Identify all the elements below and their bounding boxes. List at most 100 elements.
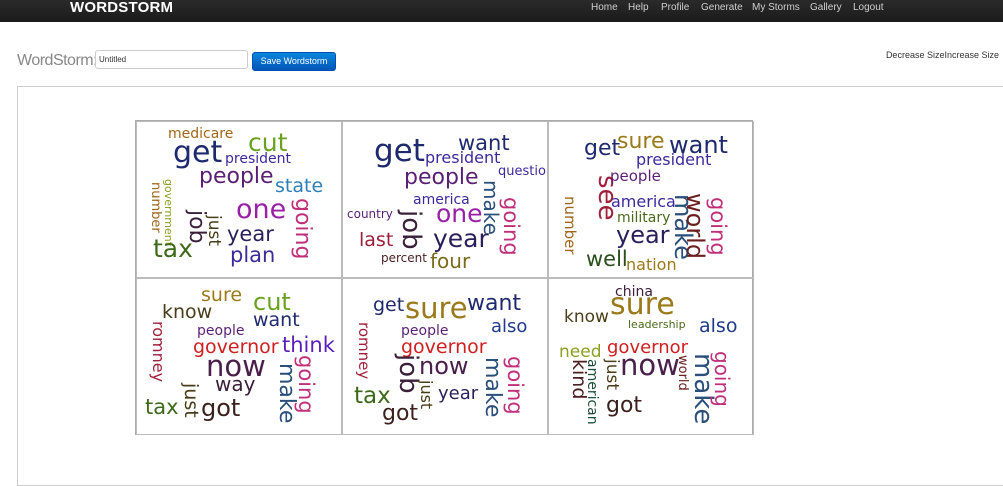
word-just: just <box>602 359 622 391</box>
word-sure: sure <box>610 287 675 322</box>
storm-cell[interactable]: sure cut know want romney people governor think… <box>136 278 342 435</box>
save-wordstorm-button[interactable]: Save Wordstorm <box>252 52 336 71</box>
word-get: get <box>374 133 425 169</box>
word-year: year <box>438 383 479 404</box>
nav-generate[interactable]: Generate <box>701 2 743 13</box>
word-governor: governor <box>401 336 487 358</box>
word-president: president <box>425 148 501 167</box>
word-nation: nation <box>626 255 677 274</box>
word-just: just <box>417 380 436 410</box>
word-country: country <box>347 207 393 221</box>
word-want: want <box>253 309 300 331</box>
word-know: know <box>162 301 213 323</box>
word-four: four <box>430 249 471 273</box>
word-governor: governor <box>193 336 279 358</box>
word-medicare: medicare <box>168 126 234 142</box>
word-tax: tax <box>145 395 179 419</box>
word-sure: sure <box>617 129 665 154</box>
storm-cell[interactable]: getwantpresidentquestionpeopleamericamak… <box>342 121 548 278</box>
word-going: going <box>503 356 527 415</box>
word-going: going <box>710 351 734 407</box>
word-going: going <box>706 197 730 256</box>
word-one: one <box>236 194 287 225</box>
word-president: president <box>225 151 291 167</box>
word-people: people <box>199 164 274 189</box>
word-now: now <box>419 352 469 380</box>
word-american: american <box>584 359 600 425</box>
nav-help[interactable]: Help <box>628 2 649 13</box>
wordstorm-title-label: WordStorm: <box>17 52 98 69</box>
word-people: people <box>197 323 245 339</box>
word-want: want <box>458 131 510 155</box>
word-people: people <box>610 167 661 185</box>
decrease-size-link[interactable]: Decrease Size <box>885 50 945 60</box>
word-also: also <box>491 316 528 337</box>
word-got: got <box>382 401 419 426</box>
word-job: job <box>396 210 426 250</box>
word-governor: governor <box>607 337 689 358</box>
word-sure: sure <box>405 291 468 325</box>
word-cut: cut <box>253 288 291 316</box>
storm-cell[interactable]: medicare cut get president people state number… <box>136 121 342 278</box>
word-year: year <box>433 224 489 253</box>
word-need: need <box>559 342 602 362</box>
word-want: want <box>467 291 522 316</box>
word-state: state <box>275 175 324 197</box>
word-people: people <box>404 165 479 190</box>
wordstorm-name-input[interactable] <box>95 50 248 69</box>
nav-logout[interactable]: Logout <box>853 2 884 13</box>
word-romney: romney <box>149 321 168 383</box>
word-number: number <box>148 182 163 233</box>
word-way: way <box>215 372 256 396</box>
nav-gallery[interactable]: Gallery <box>810 2 842 13</box>
word-last: last <box>359 229 394 251</box>
word-get: get <box>584 136 621 161</box>
word-going: going <box>499 197 523 256</box>
word-america: america <box>413 192 470 208</box>
word-now: now <box>206 349 266 383</box>
nav-my-storms[interactable]: My Storms <box>752 2 800 13</box>
word-get: get <box>373 294 405 316</box>
nav-home[interactable]: Home <box>591 2 618 13</box>
word-plan: plan <box>230 243 276 267</box>
word-got: got <box>201 394 241 422</box>
storm-cell[interactable]: china sure know leadership also need governor k… <box>548 278 754 435</box>
word-make: make <box>480 357 505 418</box>
word-make: make <box>274 363 299 424</box>
word-now: now <box>620 348 680 382</box>
word-america: america <box>611 192 676 211</box>
nav-profile[interactable]: Profile <box>661 2 690 13</box>
word-tax: tax <box>153 234 193 263</box>
word-china: china <box>615 284 653 300</box>
word-tax: tax <box>354 383 391 409</box>
word-know: know <box>564 307 609 327</box>
wordstorm-grid: medicare cut get president people state number… <box>135 120 754 435</box>
word-question: question <box>498 164 547 179</box>
storm-cell[interactable]: get sure want also romney people governor job no… <box>342 278 548 435</box>
word-just: just <box>204 215 224 247</box>
word-president: president <box>636 150 712 169</box>
word-people: people <box>401 323 449 339</box>
word-leadership: leadership <box>628 318 686 331</box>
word-get: get <box>173 135 223 170</box>
increase-size-link[interactable]: Increase Size <box>944 50 999 60</box>
word-number: number <box>561 196 579 255</box>
word-also: also <box>699 315 738 337</box>
word-year: year <box>227 222 274 246</box>
word-one: one <box>436 199 483 228</box>
brand-logo[interactable]: WORDSTORM <box>70 0 174 16</box>
word-want: want <box>669 131 728 159</box>
word-cut: cut <box>248 128 288 157</box>
size-controls: Decrease SizeIncrease Size <box>886 50 999 60</box>
word-world: world <box>681 193 709 260</box>
word-year: year <box>616 221 670 249</box>
word-think: think <box>282 333 335 357</box>
word-romney: romney <box>355 322 373 380</box>
word-got: got <box>606 393 643 418</box>
word-percent: percent <box>381 251 427 265</box>
word-sure: sure <box>201 284 243 306</box>
word-going: going <box>290 198 315 260</box>
word-just: just <box>180 383 202 418</box>
word-well: well <box>586 247 628 271</box>
storm-cell[interactable]: get sure want president see people america make… <box>548 121 754 278</box>
